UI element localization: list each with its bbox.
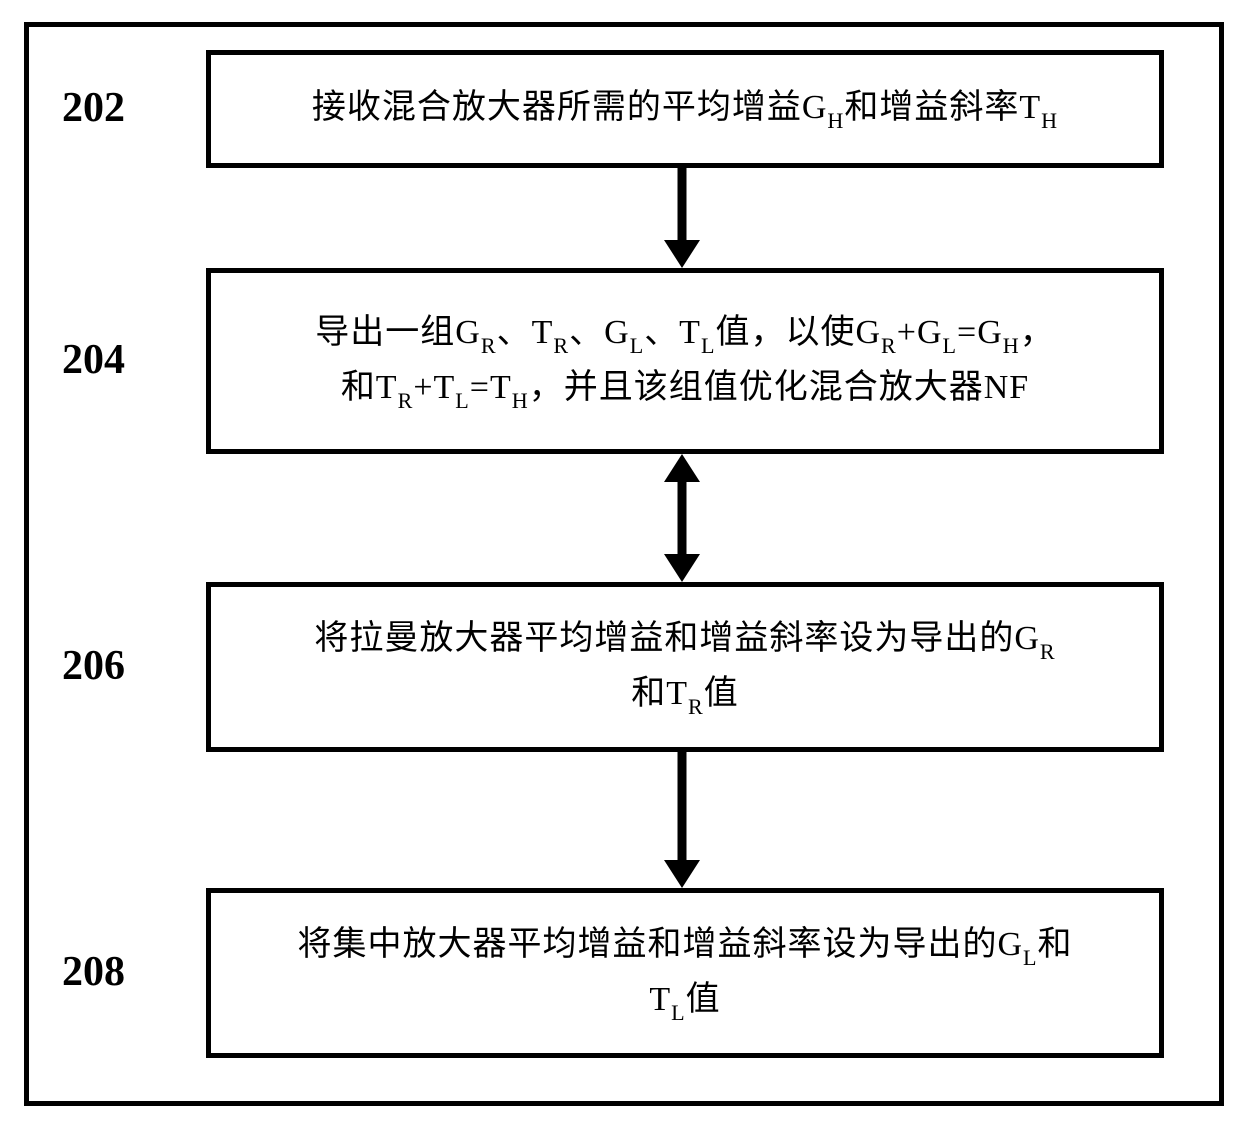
arrow-a1 [662,168,702,268]
step-text-206: 将拉曼放大器平均增益和增益斜率设为导出的GR和TR值 [314,612,1055,722]
step-label-208: 208 [62,948,125,996]
step-box-206: 将拉曼放大器平均增益和增益斜率设为导出的GR和TR值 [206,582,1164,752]
step-text-204: 导出一组GR、TR、GL、TL值，以使GR+GL=GH，和TR+TL=TH，并且… [315,306,1054,416]
step-text-202: 接收混合放大器所需的平均增益GH和增益斜率TH [312,81,1058,136]
step-label-202: 202 [62,84,125,132]
canvas: 202 接收混合放大器所需的平均增益GH和增益斜率TH 204 导出一组GR、TR、G… [0,0,1248,1128]
step-text-208: 将集中放大器平均增益和增益斜率设为导出的GL和TL值 [297,918,1072,1028]
step-label-206: 206 [62,642,125,690]
step-box-204: 导出一组GR、TR、GL、TL值，以使GR+GL=GH，和TR+TL=TH，并且… [206,268,1164,454]
arrow-a3 [662,752,702,888]
step-label-204: 204 [62,336,125,384]
step-box-208: 将集中放大器平均增益和增益斜率设为导出的GL和TL值 [206,888,1164,1058]
arrow-a2 [662,454,702,582]
step-box-202: 接收混合放大器所需的平均增益GH和增益斜率TH [206,50,1164,168]
